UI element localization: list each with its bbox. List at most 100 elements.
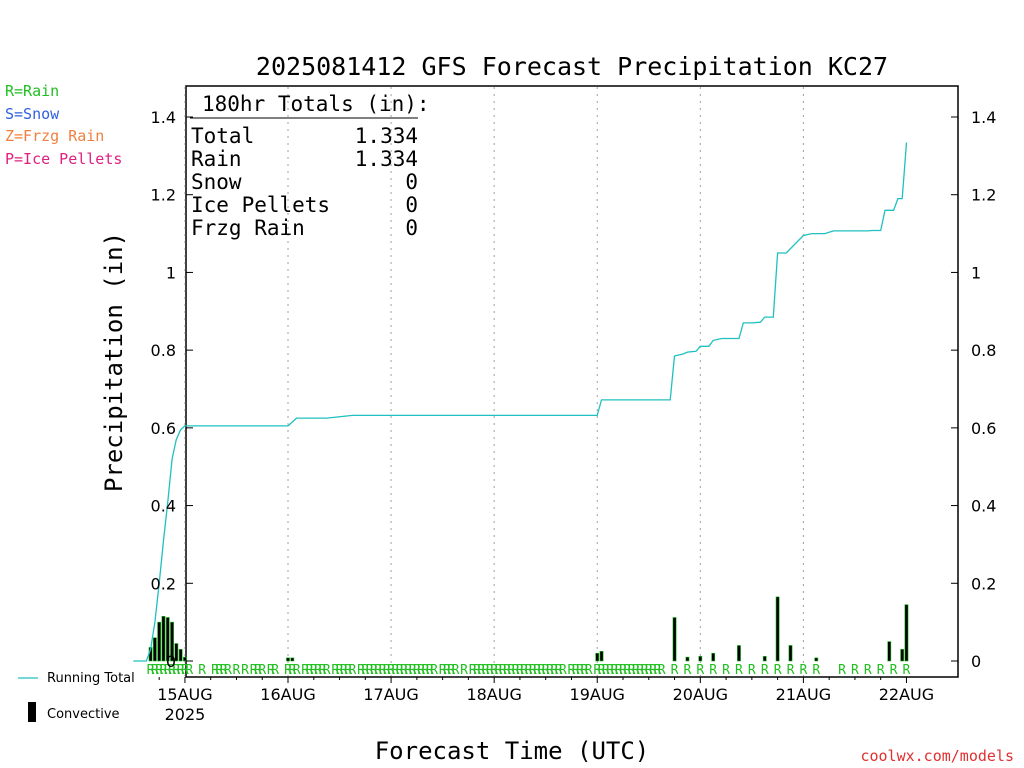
site-label: coolwx.com/models — [860, 747, 1014, 765]
convective-bar — [737, 645, 741, 662]
precip-mark-rain: R — [512, 663, 520, 678]
precip-mark-rain: R — [568, 663, 576, 678]
precip-mark-rain: R — [722, 663, 730, 678]
convective-bar — [157, 621, 162, 662]
x-tick-sublabel: 2025 — [165, 705, 206, 724]
y-tick-label-left: 1 — [166, 263, 176, 282]
precip-mark-rain: R — [318, 663, 326, 678]
precip-mark-rain: R — [598, 663, 606, 678]
totals-value-snow: 0 — [405, 170, 418, 194]
precip-mark-rain: R — [709, 663, 717, 678]
y-tick-label-right: 0.2 — [971, 574, 996, 593]
precip-mark-rain: R — [473, 663, 481, 678]
running-total-line — [133, 142, 908, 662]
precip-mark-rain: R — [413, 663, 421, 678]
precip-mark-rain: R — [537, 663, 545, 678]
precip-mark-rain: R — [443, 663, 451, 678]
precip-mark-rain: R — [576, 663, 584, 678]
precip-mark-rain: R — [671, 663, 679, 678]
running-total-layer — [133, 142, 908, 662]
y-tick-label-right: 0.8 — [971, 341, 996, 360]
precip-type-legend: R=Rain S=Snow Z=Frzg Rain P=Ice Pellets — [5, 82, 122, 168]
precip-mark-rain: R — [812, 663, 820, 678]
precip-mark-rain: R — [224, 663, 232, 678]
precip-mark-rain: R — [306, 663, 314, 678]
grid-lines — [184, 87, 804, 676]
precip-mark-rain: R — [168, 663, 176, 678]
y-tick-label-left: 0 — [166, 652, 176, 671]
precip-mark-rain: R — [374, 663, 382, 678]
precip-mark-rain: R — [417, 663, 425, 678]
convective-bar — [286, 657, 290, 662]
precip-mark-rain: R — [903, 663, 911, 678]
precip-mark-rain: R — [233, 663, 241, 678]
precip-mark-rain: R — [284, 663, 292, 678]
totals-label-ice-pellets: Ice Pellets — [191, 193, 330, 217]
x-tick-label-21AUG: 21AUG — [776, 685, 831, 704]
convective-bar — [900, 649, 905, 662]
precip-mark-rain: R — [529, 663, 537, 678]
precip-mark-rain: R — [409, 663, 417, 678]
precip-mark-rain: R — [748, 663, 756, 678]
legend-snow: S=Snow — [5, 105, 60, 123]
precip-mark-rain: R — [349, 663, 357, 678]
precip-mark-rain: R — [469, 663, 477, 678]
precip-mark-rain: R — [160, 663, 168, 678]
precip-mark-rain: R — [460, 663, 468, 678]
precip-mark-rain: R — [426, 663, 434, 678]
precip-mark-rain: R — [761, 663, 769, 678]
precip-mark-rain: R — [495, 663, 503, 678]
convective-bar — [788, 645, 793, 662]
precip-mark-rain: R — [387, 663, 395, 678]
convective-bar — [161, 616, 166, 662]
y-tick-label-left: 1.4 — [151, 108, 176, 127]
precip-mark-rain: R — [155, 663, 163, 678]
precip-mark-rain: R — [606, 663, 614, 678]
y-tick-label-left: 0.8 — [151, 341, 176, 360]
precip-mark-rain: R — [482, 663, 490, 678]
totals-label-total: Total — [191, 124, 254, 148]
precip-mark-rain: R — [774, 663, 782, 678]
precip-mark-rain: R — [838, 663, 846, 678]
precip-mark-rain: R — [503, 663, 511, 678]
precip-mark-rain: R — [649, 663, 657, 678]
precip-mark-rain: R — [336, 663, 344, 678]
precip-mark-rain: R — [490, 663, 498, 678]
precip-mark-rain: R — [185, 663, 193, 678]
precip-mark-rain: R — [499, 663, 507, 678]
running-total-legend-label: Running Total — [47, 671, 135, 686]
y-tick-label-right: 1.4 — [971, 108, 996, 127]
precip-mark-rain: R — [585, 663, 593, 678]
precip-mark-rain: R — [890, 663, 898, 678]
convective-bar — [152, 637, 157, 662]
y-tick-label-right: 0.4 — [971, 497, 996, 516]
precip-mark-rain: R — [559, 663, 567, 678]
precip-mark-rain: R — [323, 663, 331, 678]
precip-mark-rain: R — [580, 663, 588, 678]
precip-mark-rain: R — [172, 663, 180, 678]
totals-value-ice-pellets: 0 — [405, 193, 418, 217]
totals-label-frzg-rain: Frzg Rain — [191, 216, 305, 240]
totals-label-rain: Rain — [191, 147, 242, 171]
precip-mark-rain: R — [198, 663, 206, 678]
precip-mark-rain: R — [864, 663, 872, 678]
convective-bar — [698, 656, 703, 662]
totals-value-rain: 1.334 — [355, 147, 418, 171]
y-axis-right: 0 0.2 0.4 0.6 0.8 1 1.2 1.4 — [951, 108, 996, 671]
precip-mark-rain: R — [477, 663, 485, 678]
convective-bar — [170, 621, 174, 662]
precip-mark-rain: R — [684, 663, 692, 678]
legend-frzg-rain: Z=Frzg Rain — [5, 127, 104, 145]
y-tick-label-left: 0.4 — [151, 497, 176, 516]
convective-bar — [904, 604, 909, 662]
totals-value-frzg-rain: 0 — [405, 216, 418, 240]
precip-mark-rain: R — [164, 663, 172, 678]
convective-bar — [165, 617, 170, 662]
precip-mark-rain: R — [611, 663, 619, 678]
x-tick-label-22AUG: 22AUG — [879, 685, 934, 704]
y-tick-label-left: 1.2 — [151, 186, 176, 205]
precip-mark-rain: R — [391, 663, 399, 678]
x-tick-label-20AUG: 20AUG — [673, 685, 728, 704]
bottom-legend: Running Total Convective — [18, 671, 135, 722]
